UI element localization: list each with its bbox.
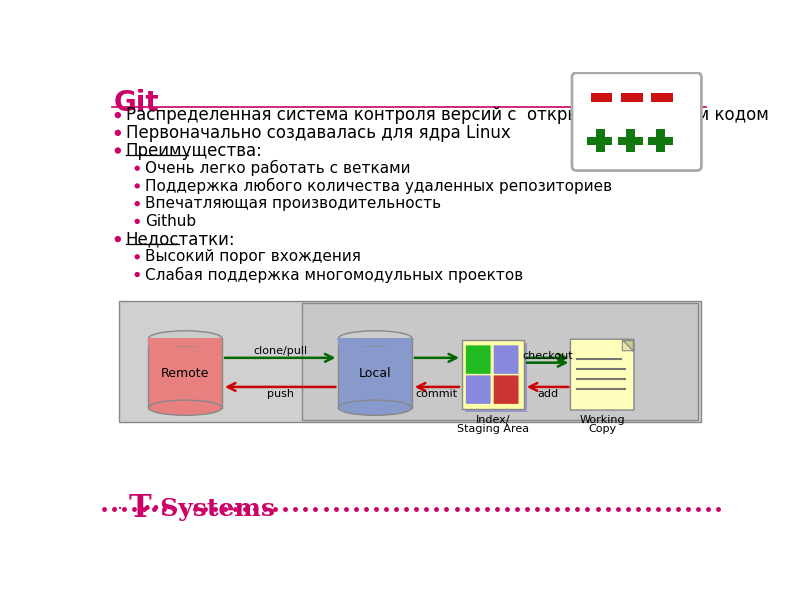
Text: Поддержка любого количества удаленных репозиториев: Поддержка любого количества удаленных ре…: [145, 178, 612, 194]
Text: Высокий порог вхождения: Высокий порог вхождения: [145, 250, 361, 264]
Bar: [621, 93, 642, 102]
Text: checkout: checkout: [522, 351, 573, 361]
Text: Remote: Remote: [161, 367, 210, 380]
Ellipse shape: [149, 331, 222, 346]
Ellipse shape: [338, 400, 412, 415]
Circle shape: [135, 166, 139, 170]
Bar: [618, 137, 642, 145]
FancyBboxPatch shape: [494, 346, 518, 374]
FancyBboxPatch shape: [466, 376, 490, 404]
Text: push: push: [266, 389, 294, 399]
Text: T: T: [129, 493, 151, 524]
Bar: [657, 129, 665, 152]
Text: Copy: Copy: [588, 424, 616, 434]
Text: Github: Github: [145, 214, 196, 229]
Text: Недостатки:: Недостатки:: [126, 230, 235, 248]
Polygon shape: [622, 340, 634, 351]
Bar: [590, 93, 612, 102]
Circle shape: [115, 236, 120, 242]
FancyBboxPatch shape: [572, 73, 702, 170]
FancyBboxPatch shape: [466, 346, 490, 374]
Bar: [302, 303, 698, 420]
Circle shape: [135, 220, 139, 223]
Bar: [596, 129, 605, 152]
Circle shape: [135, 255, 139, 259]
Text: Впечатляющая производительность: Впечатляющая производительность: [145, 196, 441, 211]
Text: Слабая поддержка многомодульных проектов: Слабая поддержка многомодульных проектов: [145, 266, 523, 283]
Text: add: add: [537, 389, 558, 399]
Text: Local: Local: [359, 367, 391, 380]
Bar: [338, 338, 412, 408]
Text: Staging Area: Staging Area: [457, 424, 529, 434]
Text: Преимущества:: Преимущества:: [126, 142, 262, 160]
Polygon shape: [622, 340, 634, 351]
Ellipse shape: [149, 400, 222, 415]
Circle shape: [115, 148, 120, 153]
Bar: [587, 137, 612, 145]
Text: Очень легко работать с ветками: Очень легко работать с ветками: [145, 160, 410, 176]
Bar: [651, 93, 673, 102]
Bar: [648, 137, 673, 145]
Text: Git: Git: [114, 89, 159, 117]
Bar: [338, 338, 412, 346]
Ellipse shape: [338, 331, 412, 346]
Circle shape: [115, 113, 120, 118]
Text: commit: commit: [416, 389, 458, 399]
FancyBboxPatch shape: [570, 339, 634, 410]
Bar: [626, 129, 634, 152]
Text: Первоначально создавалась для ядра Linux: Первоначально создавалась для ядра Linux: [126, 124, 510, 142]
Circle shape: [135, 202, 139, 206]
Text: Index/: Index/: [476, 415, 510, 425]
Text: ··: ··: [112, 500, 124, 518]
Bar: [465, 343, 527, 412]
Bar: [119, 301, 701, 422]
Circle shape: [115, 130, 120, 135]
Circle shape: [135, 272, 139, 277]
Text: Working: Working: [579, 415, 625, 425]
Bar: [149, 338, 222, 346]
Bar: [462, 340, 524, 409]
Text: Распределенная система контроля версий с  открытым исходным кодом: Распределенная система контроля версий с…: [126, 106, 769, 124]
Circle shape: [135, 184, 139, 188]
FancyBboxPatch shape: [494, 376, 518, 404]
Text: clone/pull: clone/pull: [253, 346, 307, 356]
Bar: [149, 338, 222, 408]
Text: ··Systems: ··Systems: [142, 497, 274, 521]
